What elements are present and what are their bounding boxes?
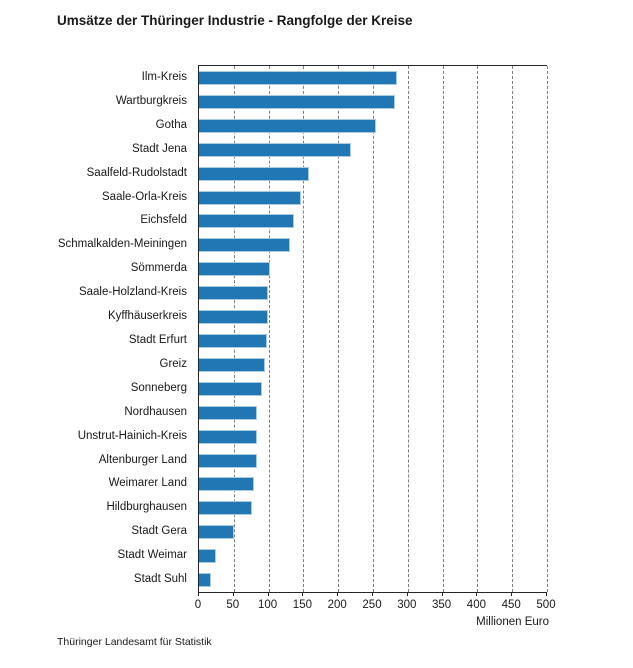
x-tick-label: 100 <box>258 599 278 611</box>
bar <box>199 286 268 301</box>
category-label: Sonneberg <box>130 381 187 394</box>
bar <box>199 94 396 109</box>
bar <box>199 166 309 181</box>
x-tick-label: 250 <box>362 599 382 611</box>
category-label: Unstrut-Hainich-Kreis <box>77 429 187 442</box>
category-label: Stadt Gera <box>131 525 187 538</box>
category-label: Stadt Erfurt <box>128 333 187 346</box>
bar <box>199 142 352 157</box>
x-tick-label: 500 <box>536 599 556 611</box>
bar <box>199 357 266 372</box>
bar <box>199 333 267 348</box>
bar <box>199 501 252 516</box>
gridline-200 <box>338 66 340 592</box>
gridline-50 <box>233 66 235 592</box>
source-note: Thüringer Landesamt für Statistik <box>57 636 212 648</box>
bar <box>199 477 254 492</box>
x-tick-label: 350 <box>432 599 452 611</box>
x-axis-title: Millionen Euro <box>476 616 549 628</box>
bar <box>199 190 302 205</box>
x-tick-label: 50 <box>226 599 240 611</box>
x-tick-mark <box>232 592 234 596</box>
x-tick-mark <box>441 592 443 596</box>
category-label: Stadt Suhl <box>133 573 187 586</box>
gridline-100 <box>268 66 270 592</box>
category-label: Saalfeld-Rudolstadt <box>86 166 187 179</box>
x-tick-mark <box>337 592 339 596</box>
bar <box>199 214 295 229</box>
gridline-250 <box>373 66 374 592</box>
category-label: Hildburghausen <box>106 501 187 514</box>
gridline-450 <box>512 66 514 592</box>
category-label: Nordhausen <box>124 405 187 418</box>
category-label: Stadt Weimar <box>117 549 187 562</box>
bar <box>199 573 211 588</box>
bar <box>199 238 291 253</box>
category-label: Altenburger Land <box>98 453 187 466</box>
x-tick-label: 0 <box>194 599 202 611</box>
category-label: Schmalkalden-Meiningen <box>57 238 187 251</box>
y-axis-labels: Ilm-Kreis Wartburgkreis Gotha Stadt Jena Saa… <box>0 65 187 591</box>
category-label: Wartburgkreis <box>115 94 187 107</box>
bar <box>199 429 258 444</box>
bar <box>199 405 258 420</box>
x-tick-label: 400 <box>466 599 486 611</box>
category-label: Stadt Jena <box>132 142 187 155</box>
x-tick-mark <box>546 592 547 596</box>
x-tick-mark <box>267 592 269 596</box>
gridline-400 <box>477 66 479 592</box>
bar <box>199 70 397 85</box>
x-tick-mark <box>302 592 304 596</box>
gridline-150 <box>303 66 305 592</box>
category-label: Sömmerda <box>130 262 187 275</box>
x-tick-label: 150 <box>292 599 312 611</box>
bar <box>199 118 377 133</box>
bar <box>199 381 262 396</box>
x-tick-mark <box>198 592 199 596</box>
category-label: Ilm-Kreis <box>141 70 187 83</box>
bar <box>199 453 258 468</box>
x-tick-label: 300 <box>397 599 417 611</box>
x-tick-mark <box>511 592 513 596</box>
chart-title: Umsätze der Thüringer Industrie - Rangfo… <box>57 13 413 28</box>
gridline-350 <box>442 66 444 592</box>
bar <box>199 262 270 277</box>
plot-area <box>198 65 548 593</box>
gridline-300 <box>407 66 409 592</box>
x-tick-mark <box>372 592 373 596</box>
category-label: Saale-Orla-Kreis <box>102 190 187 203</box>
gridline-500 <box>547 66 548 592</box>
category-label: Gotha <box>155 118 187 131</box>
category-label: Kyffhäuserkreis <box>107 310 187 323</box>
bar <box>199 310 268 325</box>
x-tick-label: 450 <box>501 599 521 611</box>
x-tick-mark <box>476 592 478 596</box>
category-label: Weimarer Land <box>108 477 187 490</box>
bar <box>199 525 234 540</box>
x-tick-label: 200 <box>327 599 347 611</box>
category-label: Greiz <box>159 357 187 370</box>
bar <box>199 549 217 564</box>
x-tick-mark <box>406 592 408 596</box>
category-label: Saale-Holzland-Kreis <box>78 286 187 299</box>
category-label: Eichsfeld <box>140 214 187 227</box>
